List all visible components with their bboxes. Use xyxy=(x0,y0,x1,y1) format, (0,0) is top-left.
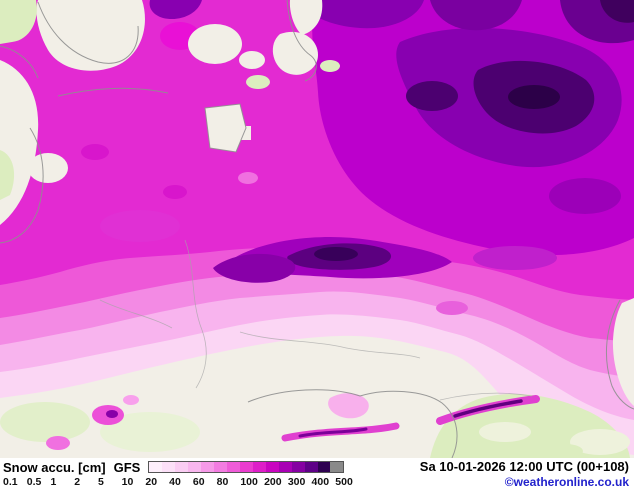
colorbar-segment xyxy=(278,462,292,472)
scale-value: 5 xyxy=(97,476,104,488)
colorbar-segment xyxy=(149,462,163,472)
scale-value: 2 xyxy=(74,476,81,488)
northwest-sea-land-layer xyxy=(0,0,340,225)
scale-value: 1 xyxy=(50,476,57,488)
scale-value: 0.5 xyxy=(26,476,42,488)
colorbar xyxy=(148,461,345,473)
map-svg xyxy=(0,0,634,458)
scale-value: 100 xyxy=(240,476,258,488)
colorbar-segment xyxy=(226,462,240,472)
colorbar-segment xyxy=(162,462,176,472)
south-land-sea-layer xyxy=(0,298,634,458)
colorbar-segment xyxy=(188,462,202,472)
colorbar-segment xyxy=(175,462,189,472)
colorbar-segment xyxy=(239,462,253,472)
border-layer xyxy=(99,239,533,401)
scale-value: 200 xyxy=(264,476,282,488)
copyright-link[interactable]: ©weatheronline.co.uk xyxy=(504,475,629,489)
legend-bar: Snow accu. [cm] GFS 0.1 0.5 1 2 5 10 20 40 60 80 1… xyxy=(0,458,634,490)
colorbar-segment xyxy=(214,462,227,472)
colorbar-segment xyxy=(330,462,344,472)
colorbar-segment xyxy=(291,462,305,472)
colorbar-segment xyxy=(265,462,279,472)
colorbar-segment xyxy=(252,462,266,472)
snow-accumulation-map xyxy=(0,0,634,458)
scale-value: 0.1 xyxy=(3,476,18,488)
colorbar-segment xyxy=(304,462,318,472)
scale-value: 20 xyxy=(145,476,158,488)
heavy-snow-layer xyxy=(81,0,634,315)
legend-left: Snow accu. [cm] GFS 0.1 0.5 1 2 5 10 20 40 60 80 1… xyxy=(0,458,359,490)
legend-right: Sa 10-01-2026 12:00 UTC (00+108) ©weathe… xyxy=(420,458,634,490)
scale-value: 10 xyxy=(121,476,134,488)
scale-value: 60 xyxy=(192,476,205,488)
scale-value: 40 xyxy=(169,476,181,488)
valid-datetime: Sa 10-01-2026 12:00 UTC (00+108) xyxy=(419,459,629,474)
colorbar-scale-labels: 0.1 0.5 1 2 5 10 20 40 60 80 100 200 300 400 500 xyxy=(3,476,359,489)
scale-value: 400 xyxy=(311,476,330,488)
legend-title: Snow accu. [cm] xyxy=(3,459,106,475)
colorbar-segment xyxy=(317,462,331,472)
coastline-layer xyxy=(0,0,634,458)
scale-value: 500 xyxy=(335,476,353,488)
scale-value: 300 xyxy=(287,476,306,488)
model-label: GFS xyxy=(113,459,141,475)
colorbar-segment xyxy=(201,462,214,472)
scale-value: 80 xyxy=(216,476,229,488)
